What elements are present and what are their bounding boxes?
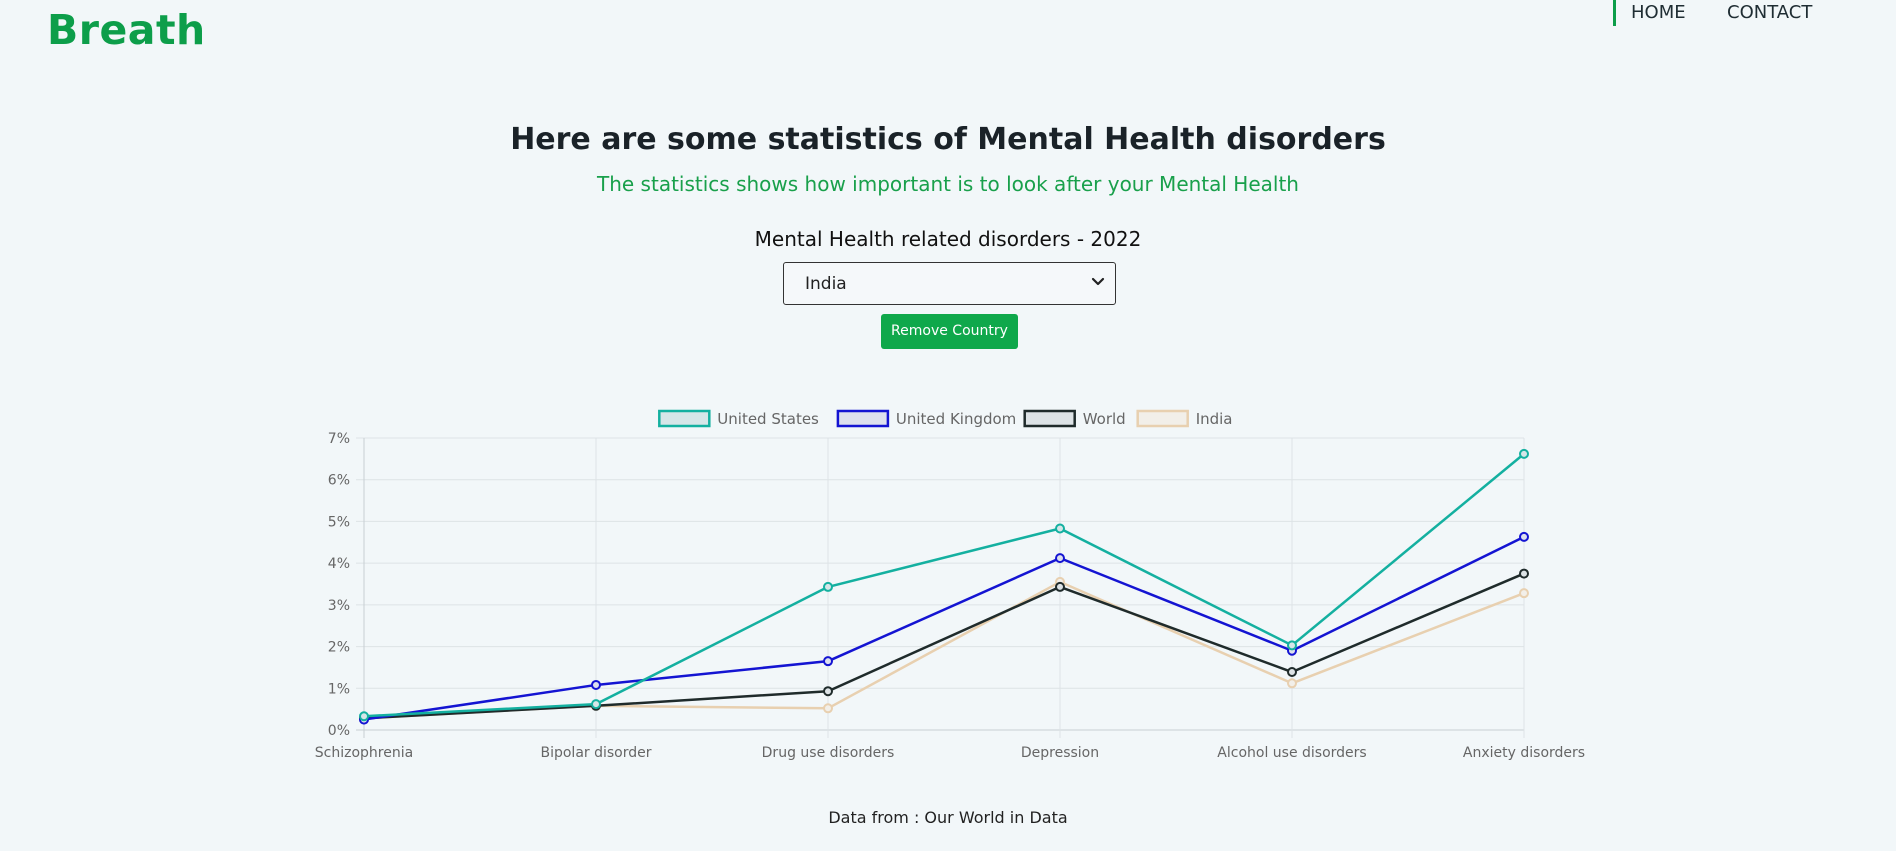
country-select[interactable]: India: [783, 262, 1116, 305]
data-point: [591, 679, 601, 690]
line-chart: 0% 1% 2% 3% 4% 5% 6% 7% Schizophrenia Bipolar dis…: [315, 409, 1585, 761]
x-tick-label: Depression: [1021, 745, 1099, 761]
data-point: [823, 581, 833, 592]
y-tick-label: 7%: [328, 431, 350, 447]
data-point: [1287, 640, 1297, 651]
data-point: [1287, 678, 1297, 689]
legend-swatch: [836, 409, 890, 428]
remove-country-button[interactable]: Remove Country: [881, 314, 1018, 349]
chart-heading: Mental Health related disorders - 2022: [754, 227, 1142, 251]
data-point: [1055, 523, 1065, 534]
data-point: [823, 686, 833, 697]
data-point: [1519, 568, 1529, 579]
chevron-down-icon: [1091, 277, 1105, 286]
y-tick-label: 1%: [328, 681, 350, 697]
x-tick-label: Anxiety disorders: [1463, 745, 1585, 761]
legend-swatch: [1023, 409, 1076, 428]
data-point: [1287, 667, 1297, 678]
data-point: [359, 711, 369, 722]
y-tick-label: 3%: [328, 598, 350, 614]
legend-label: World: [1083, 410, 1126, 428]
data-point: [1519, 448, 1529, 459]
country-select-value: India: [805, 274, 847, 294]
data-point: [823, 703, 833, 714]
nav-contact-link[interactable]: CONTACT: [1727, 2, 1813, 23]
data-point: [591, 699, 601, 710]
data-point: [1055, 581, 1065, 592]
legend-swatch: [658, 409, 711, 428]
series-line: [363, 535, 1525, 721]
x-tick-label: Bipolar disorder: [540, 745, 651, 761]
series-line: [363, 452, 1525, 718]
legend-swatch: [1136, 409, 1189, 428]
x-tick-label: Drug use disorders: [762, 745, 895, 761]
series-line: [363, 580, 1525, 720]
series-line: [363, 572, 1525, 720]
data-point: [1519, 588, 1529, 599]
y-tick-label: 4%: [328, 556, 350, 572]
y-tick-label: 2%: [328, 640, 350, 656]
y-tick-label: 6%: [328, 473, 350, 489]
x-tick-label: Schizophrenia: [315, 745, 413, 761]
data-point: [1519, 531, 1529, 542]
data-point: [1055, 553, 1065, 564]
legend-label: United States: [717, 410, 819, 428]
brand-logo[interactable]: Breath: [47, 6, 206, 54]
data-point: [823, 656, 833, 667]
y-tick-label: 5%: [328, 514, 350, 530]
page-title: Here are some statistics of Mental Healt…: [510, 122, 1386, 157]
y-tick-label: 0%: [328, 723, 350, 739]
page-subtitle: The statistics shows how important is to…: [597, 172, 1299, 196]
nav-home-link[interactable]: HOME: [1613, 0, 1686, 26]
x-tick-label: Alcohol use disorders: [1217, 745, 1366, 761]
data-source-note: Data from : Our World in Data: [828, 808, 1068, 827]
legend-label: United Kingdom: [896, 410, 1016, 428]
legend-label: India: [1196, 410, 1233, 428]
